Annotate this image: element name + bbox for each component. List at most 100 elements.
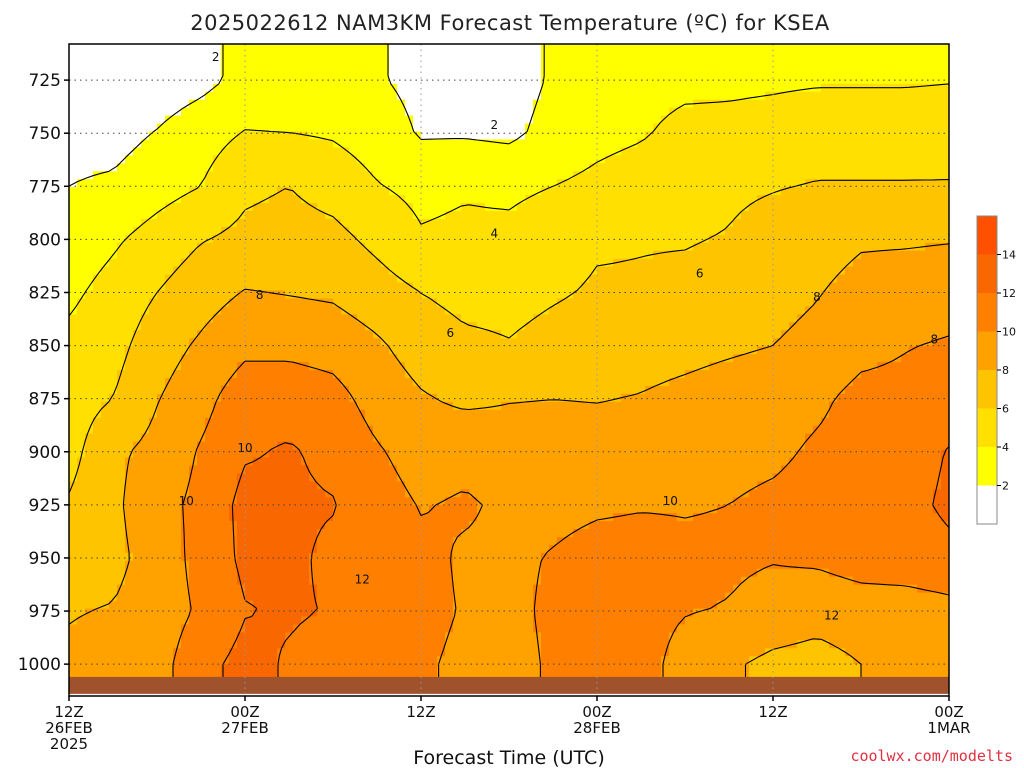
field-cell bbox=[165, 147, 174, 156]
field-cell bbox=[69, 107, 78, 117]
field-cell bbox=[93, 401, 102, 411]
field-cell bbox=[533, 282, 542, 292]
field-cell bbox=[773, 203, 782, 212]
field-cell bbox=[221, 322, 230, 331]
field-cell bbox=[829, 163, 838, 172]
field-cell bbox=[789, 59, 798, 69]
field-cell bbox=[669, 155, 678, 164]
field-cell bbox=[381, 314, 390, 323]
field-cell bbox=[69, 393, 78, 403]
field-cell bbox=[341, 314, 350, 323]
field-cell bbox=[141, 155, 150, 164]
field-cell bbox=[589, 131, 598, 141]
field-cell bbox=[517, 139, 526, 148]
field-cell bbox=[77, 401, 86, 411]
field-cell bbox=[381, 370, 390, 379]
field-cell bbox=[821, 346, 830, 355]
field-cell bbox=[477, 266, 486, 276]
field-cell bbox=[117, 218, 126, 228]
field-cell bbox=[221, 99, 230, 109]
field-cell bbox=[501, 385, 510, 395]
field-cell bbox=[933, 250, 942, 260]
field-cell bbox=[917, 67, 926, 77]
field-cell bbox=[677, 210, 686, 220]
field-cell bbox=[805, 67, 814, 77]
field-cell bbox=[701, 282, 710, 292]
field-cell bbox=[133, 115, 142, 125]
field-cell bbox=[797, 362, 806, 371]
field-cell bbox=[813, 282, 822, 292]
field-cell bbox=[93, 322, 102, 331]
field-cell bbox=[797, 115, 806, 125]
field-cell bbox=[85, 258, 94, 268]
field-cell bbox=[861, 338, 870, 347]
field-cell bbox=[541, 44, 550, 53]
field-cell bbox=[309, 377, 318, 387]
field-cell bbox=[261, 131, 270, 141]
field-cell bbox=[469, 171, 478, 180]
field-cell bbox=[853, 195, 862, 204]
field-cell bbox=[629, 258, 638, 268]
field-cell bbox=[925, 362, 934, 371]
field-cell bbox=[509, 139, 518, 148]
field-cell bbox=[533, 91, 542, 101]
field-cell bbox=[205, 115, 214, 125]
field-cell bbox=[805, 362, 814, 371]
field-cell bbox=[157, 362, 166, 371]
field-cell bbox=[261, 322, 270, 331]
field-cell bbox=[373, 362, 382, 371]
field-cell bbox=[173, 218, 182, 228]
field-cell bbox=[693, 187, 702, 196]
field-cell bbox=[597, 210, 606, 220]
field-cell bbox=[277, 250, 286, 260]
field-cell bbox=[749, 330, 758, 339]
field-cell bbox=[133, 218, 142, 228]
field-cell bbox=[773, 75, 782, 85]
field-cell bbox=[653, 195, 662, 204]
field-cell bbox=[213, 274, 222, 284]
field-cell bbox=[301, 44, 310, 53]
field-cell bbox=[429, 401, 438, 411]
field-cell bbox=[693, 250, 702, 260]
field-cell bbox=[925, 44, 934, 53]
field-cell bbox=[749, 91, 758, 101]
field-cell bbox=[909, 187, 918, 196]
field-cell bbox=[613, 346, 622, 355]
field-cell bbox=[77, 354, 86, 363]
field-cell bbox=[565, 385, 574, 395]
field-cell bbox=[541, 338, 550, 347]
field-cell bbox=[77, 314, 86, 323]
field-cell bbox=[541, 266, 550, 276]
field-cell bbox=[189, 171, 198, 180]
field-cell bbox=[613, 123, 622, 133]
field-cell bbox=[197, 115, 206, 125]
field-cell bbox=[741, 234, 750, 244]
field-cell bbox=[221, 306, 230, 315]
field-cell bbox=[661, 99, 670, 109]
field-cell bbox=[533, 155, 542, 164]
field-cell bbox=[589, 179, 598, 188]
field-cell bbox=[221, 187, 230, 196]
field-cell bbox=[269, 218, 278, 228]
field-cell bbox=[285, 370, 294, 379]
field-cell bbox=[853, 155, 862, 164]
field-cell bbox=[645, 266, 654, 276]
field-cell bbox=[325, 393, 334, 403]
field-cell bbox=[813, 147, 822, 156]
field-cell bbox=[277, 147, 286, 156]
field-cell bbox=[861, 163, 870, 172]
field-cell bbox=[509, 290, 518, 300]
field-cell bbox=[773, 290, 782, 300]
field-cell bbox=[405, 306, 414, 315]
field-cell bbox=[717, 282, 726, 292]
field-cell bbox=[261, 107, 270, 117]
field-cell bbox=[821, 250, 830, 260]
field-cell bbox=[109, 370, 118, 379]
field-cell bbox=[925, 123, 934, 133]
field-cell bbox=[189, 99, 198, 109]
field-cell bbox=[669, 322, 678, 331]
field-cell bbox=[829, 234, 838, 244]
field-cell bbox=[765, 203, 774, 212]
field-cell bbox=[485, 338, 494, 347]
field-cell bbox=[821, 163, 830, 172]
